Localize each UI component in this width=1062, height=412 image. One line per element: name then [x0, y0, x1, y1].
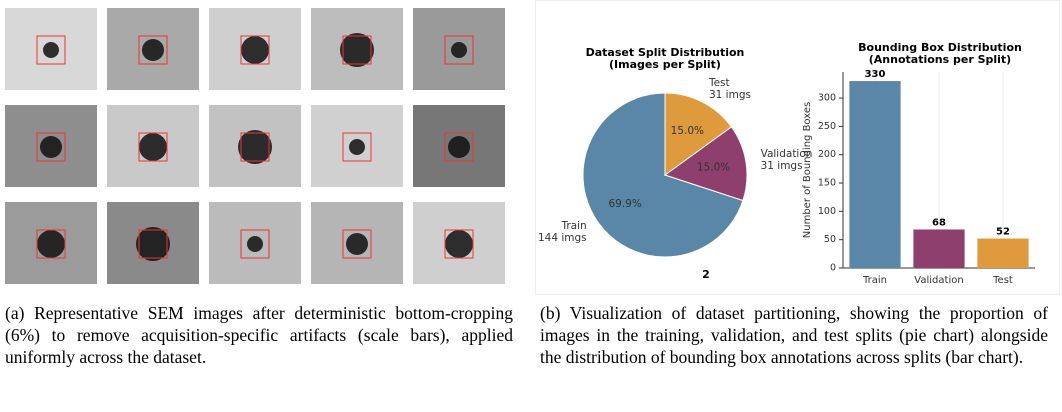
y-tick-label: 150	[818, 178, 836, 189]
particle	[340, 33, 374, 67]
caption-b: (b) Visualization of dataset partitionin…	[540, 302, 1048, 368]
particle	[448, 136, 470, 158]
particle	[445, 230, 473, 258]
particle	[346, 233, 368, 255]
pie-value-label: 69.9%	[608, 198, 641, 210]
x-tick-label: Validation	[914, 275, 963, 286]
y-tick-label: 300	[818, 93, 836, 104]
pie-count-label: 31 imgs	[709, 89, 751, 101]
pie-value-label: 15.0%	[697, 161, 730, 173]
particle	[241, 36, 269, 64]
particle	[349, 139, 365, 155]
particle	[40, 136, 62, 158]
y-tick-label: 100	[818, 206, 836, 217]
pie-category-label: Train	[560, 220, 586, 232]
bar	[849, 81, 900, 268]
particle	[238, 130, 272, 164]
bar-value-label: 68	[932, 217, 946, 228]
figure: 2 Dataset Split Distribution(Images per …	[0, 0, 1062, 412]
particle	[142, 39, 164, 61]
bar-subtitle: (Annotations per Split)	[869, 53, 1011, 66]
y-tick-label: 200	[818, 149, 836, 160]
pie-value-label: 15.0%	[671, 125, 704, 137]
particle	[247, 236, 263, 252]
image-grid	[0, 0, 520, 295]
particle	[43, 42, 59, 58]
x-tick-label: Test	[992, 275, 1013, 286]
bar	[913, 229, 964, 268]
charts-panel: 2 Dataset Split Distribution(Images per …	[535, 0, 1060, 295]
pie-count-label: 144 imgs	[538, 232, 587, 244]
bar	[977, 239, 1028, 268]
particle	[136, 227, 170, 261]
particle	[139, 133, 167, 161]
pie-category-label: Test	[708, 77, 730, 89]
caption-a: (a) Representative SEM images after dete…	[5, 302, 513, 368]
bar-value-label: 52	[996, 227, 1010, 238]
pie-subtitle: (Images per Split)	[609, 58, 721, 71]
particle	[451, 42, 467, 58]
y-tick-label: 0	[830, 263, 836, 274]
y-axis-label: Number of Bounding Boxes	[802, 102, 813, 238]
panel-number: 2	[702, 268, 710, 281]
x-tick-label: Train	[862, 275, 887, 286]
bar-value-label: 330	[865, 69, 886, 80]
particle	[37, 230, 65, 258]
pie-count-label: 31 imgs	[761, 160, 803, 172]
y-tick-label: 250	[818, 121, 836, 132]
y-tick-label: 50	[824, 234, 836, 245]
